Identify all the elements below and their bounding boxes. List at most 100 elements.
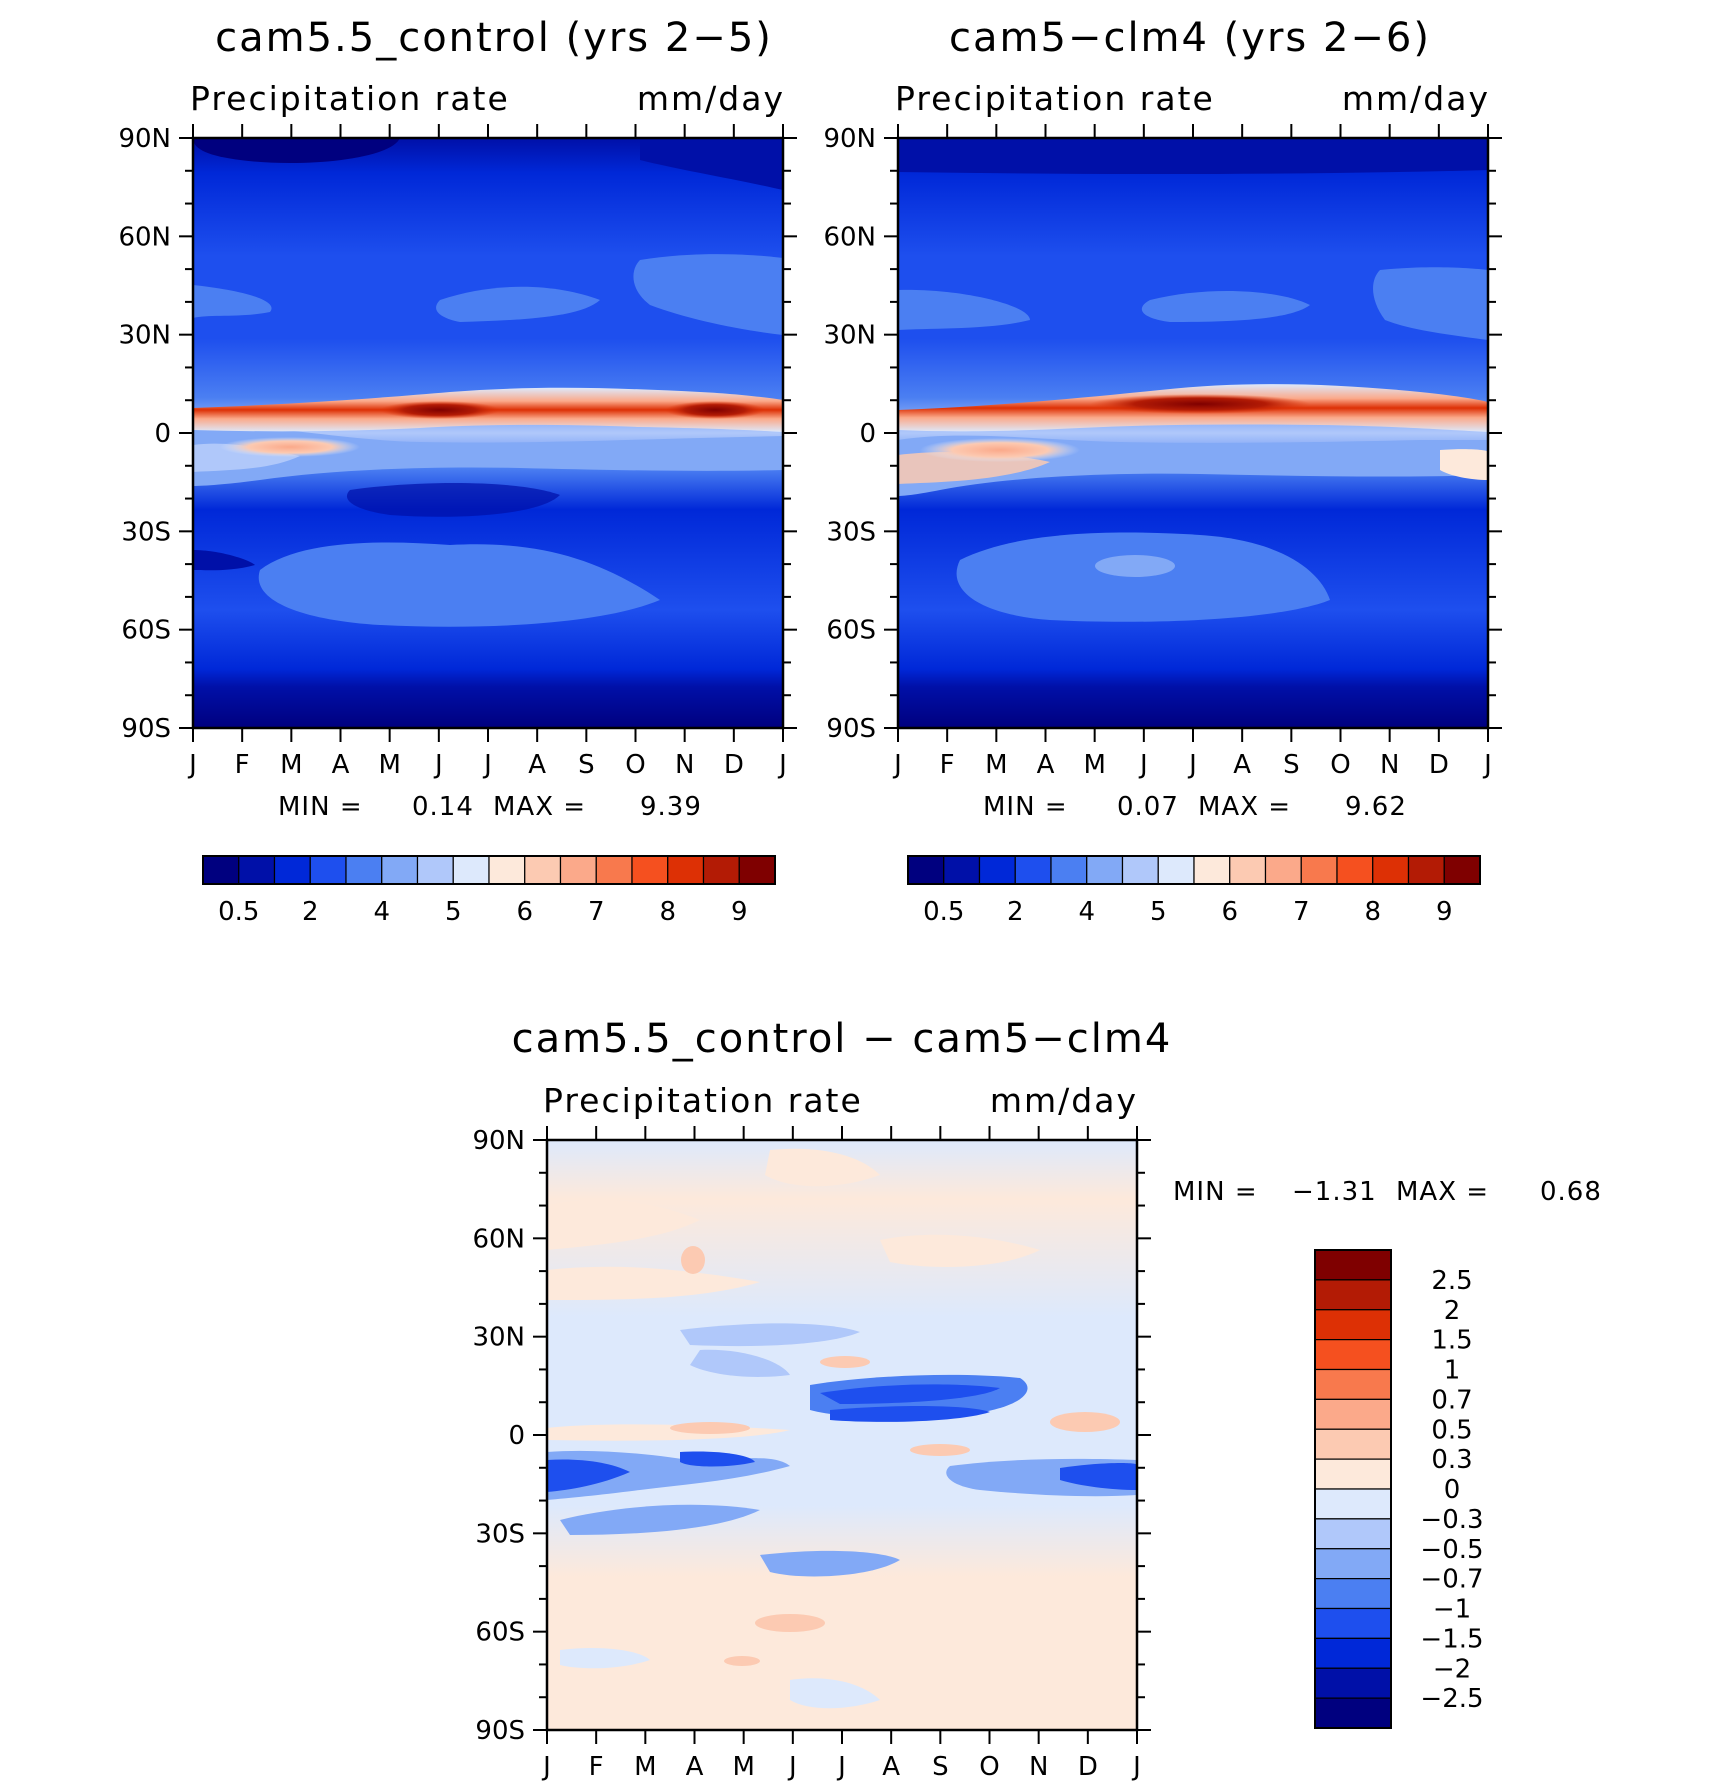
y-tick-label: 0 bbox=[154, 419, 171, 449]
colorbar-swatch bbox=[907, 855, 945, 885]
colorbar-swatch bbox=[702, 855, 740, 885]
y-tick-label: 30S bbox=[826, 517, 876, 547]
x-tick-label: J bbox=[1131, 1752, 1141, 1782]
min-label: MIN = bbox=[983, 792, 1068, 822]
colorbar-swatch bbox=[943, 855, 981, 885]
colorbar-label: 7 bbox=[1293, 897, 1310, 927]
right-subtitle: mm/day bbox=[637, 79, 785, 118]
colorbar-swatch bbox=[1121, 855, 1159, 885]
colorbar-swatch bbox=[452, 855, 490, 885]
colorbar-swatch bbox=[1314, 1667, 1392, 1699]
colorbar-swatch bbox=[1314, 1458, 1392, 1490]
colorbar-swatch bbox=[345, 855, 383, 885]
colorbar-swatch bbox=[738, 855, 776, 885]
x-tick-label: N bbox=[1380, 750, 1399, 780]
colorbar-label: −0.3 bbox=[1420, 1505, 1483, 1535]
y-tick-label: 90S bbox=[826, 714, 876, 744]
min-value: 0.07 bbox=[1117, 792, 1179, 822]
x-tick-label: M bbox=[1083, 750, 1105, 780]
colorbar-swatch bbox=[978, 855, 1016, 885]
colorbar-label: 2 bbox=[1444, 1296, 1461, 1326]
x-tick-label: M bbox=[280, 750, 302, 780]
x-tick-label: S bbox=[578, 750, 595, 780]
y-tick-label: 30N bbox=[118, 321, 171, 351]
colorbar-label: −1 bbox=[1433, 1595, 1471, 1625]
colorbar-swatch bbox=[1157, 855, 1195, 885]
colorbar-swatch bbox=[631, 855, 669, 885]
x-tick-label: M bbox=[732, 1752, 754, 1782]
min-label: MIN = bbox=[278, 792, 363, 822]
colorbar-frame bbox=[202, 855, 776, 885]
colorbar-swatch bbox=[1314, 1548, 1392, 1580]
y-tick-label: 30S bbox=[121, 517, 171, 547]
colorbar-swatch bbox=[488, 855, 526, 885]
min-label: MIN = bbox=[1173, 1177, 1258, 1207]
colorbar-swatch bbox=[1229, 855, 1267, 885]
x-tick-label: A bbox=[882, 1752, 900, 1782]
colorbar-label: −1.5 bbox=[1420, 1624, 1483, 1654]
x-tick-label: M bbox=[985, 750, 1007, 780]
x-tick-label: O bbox=[979, 1752, 999, 1782]
colorbar-label: −2.5 bbox=[1420, 1684, 1483, 1714]
x-tick-label: A bbox=[1037, 750, 1055, 780]
x-tick-label: M bbox=[378, 750, 400, 780]
colorbar-swatch bbox=[381, 855, 419, 885]
x-tick-label: J bbox=[1138, 750, 1148, 780]
colorbar-frame bbox=[1314, 1249, 1392, 1729]
colorbar-swatch bbox=[238, 855, 276, 885]
colorbar-swatch bbox=[1314, 1607, 1392, 1639]
colorbar-swatch bbox=[202, 855, 240, 885]
x-tick-label: D bbox=[724, 750, 744, 780]
colorbar-label: −2 bbox=[1433, 1654, 1471, 1684]
y-tick-label: 30N bbox=[823, 321, 876, 351]
colorbar-label: 0.7 bbox=[1431, 1385, 1472, 1415]
panel-control: cam5.5_control (yrs 2−5) Precipitation r… bbox=[190, 15, 785, 728]
min-value: −1.31 bbox=[1292, 1177, 1377, 1207]
x-tick-label: F bbox=[235, 750, 250, 780]
colorbar-swatch bbox=[273, 855, 311, 885]
colorbar-swatch bbox=[1372, 855, 1410, 885]
contour-field bbox=[898, 138, 1488, 728]
colorbar-label: 5 bbox=[1150, 897, 1167, 927]
colorbar-label: 5 bbox=[445, 897, 462, 927]
y-tick-label: 60S bbox=[826, 616, 876, 646]
y-tick-label: 90N bbox=[823, 124, 876, 154]
x-tick-label: S bbox=[932, 1752, 949, 1782]
x-tick-label: D bbox=[1429, 750, 1449, 780]
max-value: 9.39 bbox=[640, 792, 702, 822]
x-tick-label: J bbox=[892, 750, 902, 780]
colorbar-label: 4 bbox=[1078, 897, 1095, 927]
colorbar-swatch bbox=[416, 855, 454, 885]
colorbar-label: 1 bbox=[1444, 1356, 1461, 1386]
left-subtitle: Precipitation rate bbox=[895, 79, 1215, 118]
colorbar-swatch bbox=[1314, 1518, 1392, 1550]
x-tick-label: O bbox=[625, 750, 645, 780]
colorbar-swatch bbox=[1314, 1578, 1392, 1610]
x-tick-label: J bbox=[482, 750, 492, 780]
x-tick-label: A bbox=[528, 750, 546, 780]
colorbar-label: 0.5 bbox=[1431, 1415, 1472, 1445]
colorbar-label: 9 bbox=[1436, 897, 1453, 927]
panel-title: cam5−clm4 (yrs 2−6) bbox=[949, 15, 1431, 61]
x-tick-label: J bbox=[777, 750, 787, 780]
panel-title: cam5.5_control − cam5−clm4 bbox=[512, 1016, 1173, 1062]
x-tick-label: N bbox=[675, 750, 694, 780]
colorbar-swatch bbox=[595, 855, 633, 885]
y-tick-label: 60S bbox=[475, 1618, 525, 1648]
panel-difference: cam5.5_control − cam5−clm4 Precipitation… bbox=[512, 1016, 1173, 1730]
colorbar-swatch bbox=[1314, 1339, 1392, 1371]
y-tick-label: 60N bbox=[823, 222, 876, 252]
colorbar-label: 2 bbox=[302, 897, 319, 927]
colorbar-swatch bbox=[1014, 855, 1052, 885]
colorbar-swatch bbox=[1314, 1249, 1392, 1281]
y-tick-label: 90N bbox=[118, 124, 171, 154]
min-value: 0.14 bbox=[412, 792, 474, 822]
colorbar-label: 0 bbox=[1444, 1475, 1461, 1505]
max-label: MAX = bbox=[493, 792, 586, 822]
colorbar-label: 0.5 bbox=[923, 897, 964, 927]
colorbar-label: 4 bbox=[373, 897, 390, 927]
y-tick-label: 60S bbox=[121, 616, 171, 646]
x-tick-label: J bbox=[1482, 750, 1492, 780]
colorbar-swatch bbox=[1193, 855, 1231, 885]
